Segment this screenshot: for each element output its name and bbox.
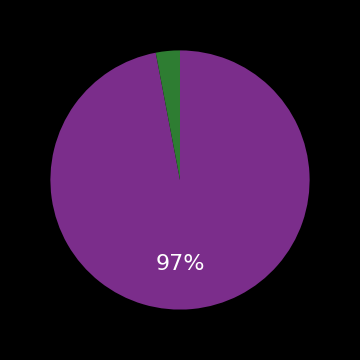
Text: 97%: 97% <box>155 254 205 274</box>
Wedge shape <box>50 50 310 310</box>
Wedge shape <box>156 50 180 180</box>
